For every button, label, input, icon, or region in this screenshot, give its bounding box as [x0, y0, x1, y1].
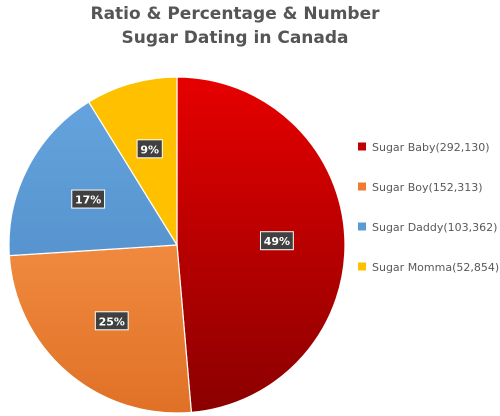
pie-slice-sugar-daddy [8, 101, 179, 257]
pie-slice-sugar-momma [87, 76, 178, 248]
legend-label-sugar-momma: Sugar Momma(52,854) [372, 261, 499, 274]
chart-title-line-2: Sugar Dating in Canada [121, 28, 349, 48]
legend-swatch-sugar-daddy [358, 222, 366, 231]
pie-data-labels: 49% 25% 17% 9% [71, 139, 294, 331]
data-label-text-sugar-boy: 25% [99, 315, 125, 328]
legend-swatch-sugar-baby [358, 142, 366, 151]
legend-swatch-sugar-boy [358, 182, 366, 191]
data-label-text-sugar-daddy: 17% [75, 194, 101, 207]
legend: Sugar Baby(292,130) Sugar Boy(152,313) Sug… [358, 141, 499, 274]
legend-item-sugar-boy: Sugar Boy(152,313) [358, 181, 483, 194]
data-label-sugar-baby: 49% [260, 231, 294, 251]
data-label-text-sugar-momma: 9% [140, 143, 159, 156]
data-label-sugar-daddy: 17% [71, 189, 106, 209]
legend-item-sugar-daddy: Sugar Daddy(103,362) [358, 221, 497, 234]
legend-label-sugar-daddy: Sugar Daddy(103,362) [372, 221, 497, 234]
data-label-text-sugar-baby: 49% [264, 235, 290, 248]
legend-item-sugar-baby: Sugar Baby(292,130) [358, 141, 490, 154]
legend-label-sugar-baby: Sugar Baby(292,130) [372, 141, 490, 154]
data-label-sugar-boy: 25% [94, 311, 129, 331]
legend-label-sugar-boy: Sugar Boy(152,313) [372, 181, 483, 194]
chart-title-line-1: Ratio & Percentage & Number [90, 4, 380, 24]
legend-swatch-sugar-momma [358, 262, 366, 271]
legend-item-sugar-momma: Sugar Momma(52,854) [358, 261, 499, 274]
chart-title: Ratio & Percentage & Number Sugar Dating… [0, 2, 470, 50]
pie-slices [8, 76, 346, 414]
data-label-sugar-momma: 9% [136, 139, 163, 159]
